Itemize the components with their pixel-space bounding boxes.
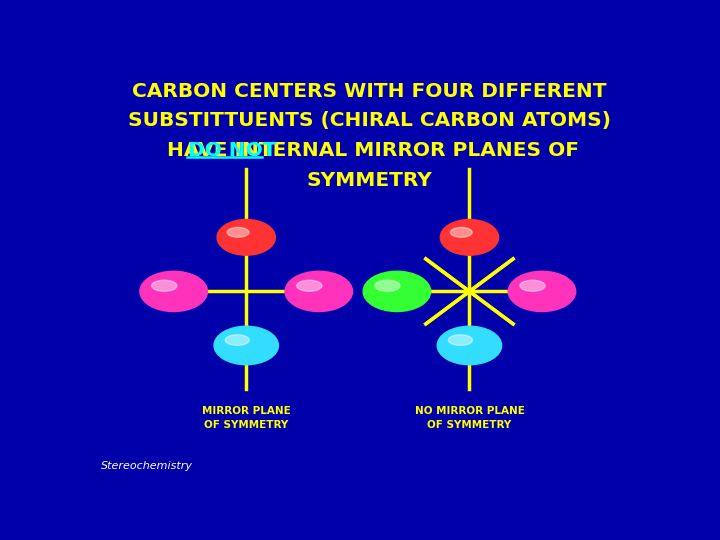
Text: SUBSTITTUENTS (CHIRAL CARBON ATOMS): SUBSTITTUENTS (CHIRAL CARBON ATOMS) — [127, 111, 611, 131]
Text: DO NOT: DO NOT — [188, 141, 276, 160]
Ellipse shape — [520, 280, 545, 291]
Ellipse shape — [217, 220, 275, 255]
Text: SYMMETRY: SYMMETRY — [306, 171, 432, 190]
Ellipse shape — [375, 280, 400, 291]
Ellipse shape — [508, 271, 576, 312]
Ellipse shape — [437, 326, 502, 364]
Text: NO MIRROR PLANE
OF SYMMETRY: NO MIRROR PLANE OF SYMMETRY — [415, 406, 524, 430]
Ellipse shape — [225, 335, 249, 346]
Ellipse shape — [441, 220, 498, 255]
Text: MIRROR PLANE
OF SYMMETRY: MIRROR PLANE OF SYMMETRY — [202, 406, 291, 430]
Ellipse shape — [363, 271, 431, 312]
Text: HAVE INTERNAL MIRROR PLANES OF: HAVE INTERNAL MIRROR PLANES OF — [160, 141, 578, 160]
Ellipse shape — [140, 271, 207, 312]
Ellipse shape — [227, 227, 249, 237]
Ellipse shape — [450, 227, 472, 237]
Ellipse shape — [214, 326, 279, 364]
Text: Stereochemistry: Stereochemistry — [101, 461, 193, 471]
Ellipse shape — [297, 280, 322, 291]
Ellipse shape — [449, 335, 472, 346]
Ellipse shape — [285, 271, 353, 312]
Ellipse shape — [152, 280, 177, 291]
Text: CARBON CENTERS WITH FOUR DIFFERENT: CARBON CENTERS WITH FOUR DIFFERENT — [132, 82, 606, 102]
